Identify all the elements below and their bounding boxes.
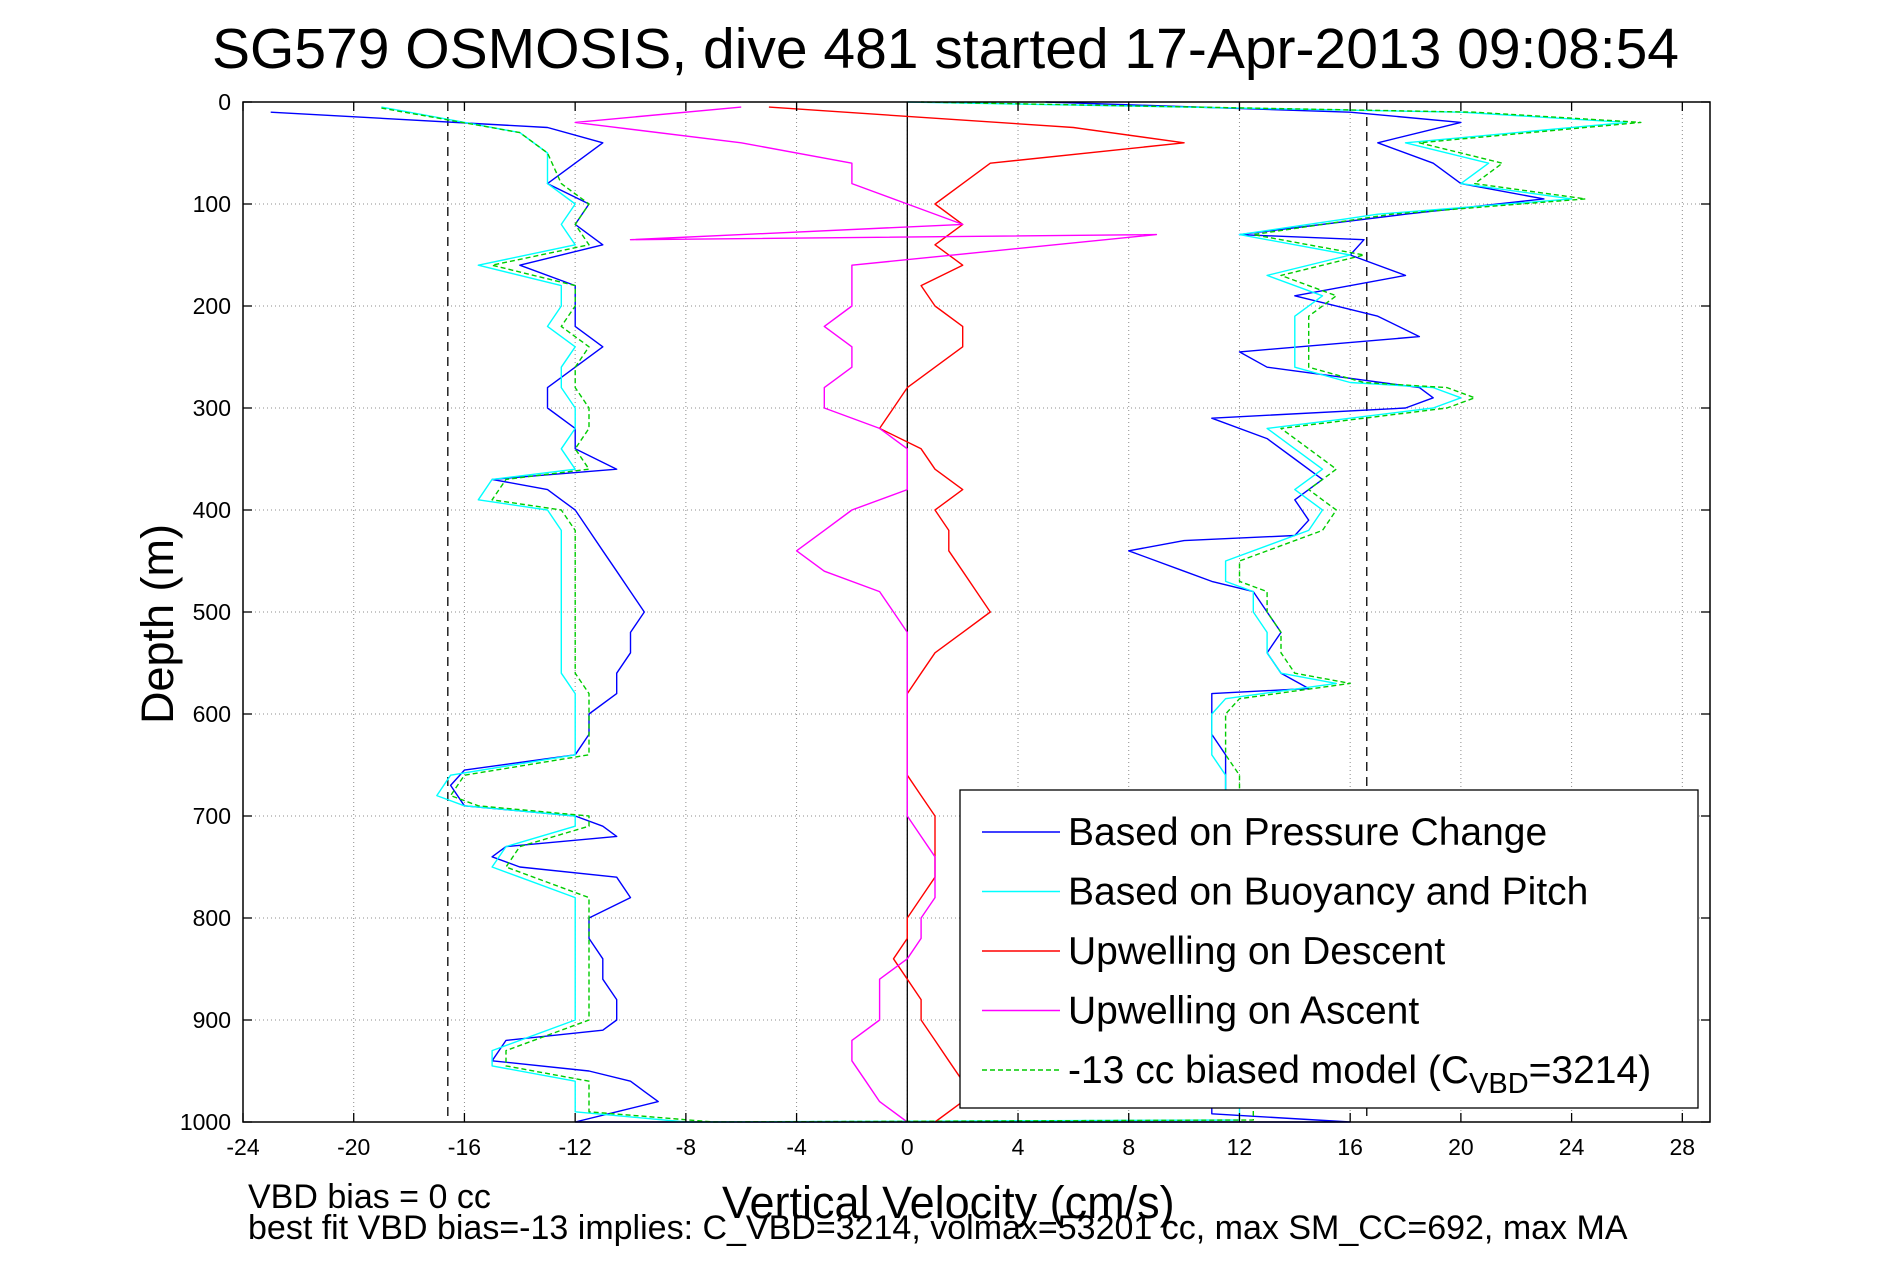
series-line-2 [381, 101, 1628, 1123]
footnote-best-fit: best fit VBD bias=-13 implies: C_VBD=321… [248, 1209, 1628, 1247]
x-tick-label: -8 [676, 1134, 696, 1160]
legend-label-5: -13 cc biased model (CVBD=3214) [1068, 1049, 1651, 1100]
footnote-vbd-bias: VBD bias = 0 cc [248, 1178, 491, 1216]
y-tick-label: 400 [193, 497, 231, 523]
y-tick-label: 300 [193, 395, 231, 421]
y-tick-label: 800 [193, 905, 231, 931]
legend-label-4: Upwelling on Ascent [1068, 990, 1419, 1033]
x-tick-label: 8 [1122, 1134, 1135, 1160]
y-tick-label: 100 [193, 191, 231, 217]
y-tick-label: 200 [193, 293, 231, 319]
x-tick-label: -20 [337, 1134, 370, 1160]
x-tick-label: 28 [1670, 1134, 1696, 1160]
legend-label-3: Upwelling on Descent [1068, 930, 1445, 973]
x-tick-label: 0 [901, 1134, 914, 1160]
y-tick-label: 700 [193, 803, 231, 829]
x-tick-label: -12 [559, 1134, 592, 1160]
series-line-5 [381, 101, 1642, 1123]
x-tick-label: 24 [1559, 1134, 1585, 1160]
x-tick-label: 16 [1337, 1134, 1363, 1160]
series-line-3 [768, 106, 1185, 1123]
x-tick-label: 12 [1227, 1134, 1253, 1160]
legend-box [959, 789, 1699, 1109]
x-axis-label: Vertical Velocity (cm/s) [722, 1177, 1175, 1228]
chart-title: SG579 OSMOSIS, dive 481 started 17-Apr-2… [211, 17, 1680, 81]
y-tick-label: 500 [193, 599, 231, 625]
x-tick-label: 20 [1448, 1134, 1474, 1160]
y-tick-label: 900 [193, 1007, 231, 1033]
legend-label-1: Based on Pressure Change [1068, 811, 1547, 854]
y-axis-label: Depth (m) [132, 523, 183, 725]
legend-label-2: Based on Buoyancy and Pitch [1068, 871, 1588, 914]
y-tick-label: 600 [193, 701, 231, 727]
series-line-4 [574, 106, 1158, 1123]
x-tick-label: 4 [1012, 1134, 1025, 1160]
y-tick-label: 1000 [180, 1109, 231, 1135]
x-tick-label: -24 [226, 1134, 259, 1160]
x-tick-label: -4 [786, 1134, 807, 1160]
x-tick-label: -16 [448, 1134, 481, 1160]
y-tick-label: 0 [218, 89, 231, 115]
